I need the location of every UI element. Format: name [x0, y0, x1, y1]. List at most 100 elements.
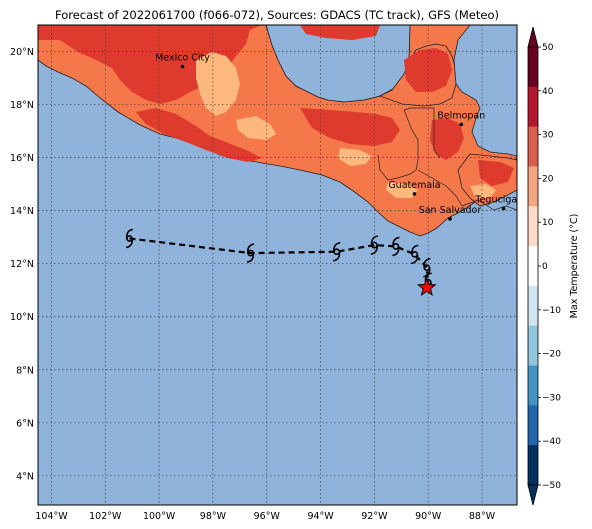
lat-tick-label: 20°N — [10, 47, 34, 58]
storm-arm-bottom — [246, 252, 255, 263]
cool-zone-oaxaca — [236, 116, 276, 140]
tropical-storm-icon — [246, 243, 255, 263]
storm-arm-bottom — [411, 254, 419, 265]
storm-arm-top — [333, 241, 341, 252]
storm-track — [125, 228, 437, 296]
colorbar-tick-label: −30 — [542, 393, 561, 403]
colorbar-band — [528, 445, 538, 486]
lat-tick-label: 6°N — [16, 418, 34, 429]
lat-tick-label: 16°N — [10, 153, 34, 164]
lat-tick-label: 10°N — [10, 312, 34, 323]
storm-arm-top — [423, 257, 431, 268]
lon-tick-label: 102°W — [89, 511, 122, 522]
lon-tick-label: 98°W — [200, 511, 227, 522]
colorbar-band — [528, 246, 538, 287]
lat-tick-label: 4°N — [16, 471, 34, 482]
colorbar-max-arrow — [527, 26, 539, 48]
colorbar-band — [528, 206, 538, 247]
latitude-ticks: 4°N 6°N 8°N 10°N 12°N 14°N 16°N 18°N 20°N — [10, 47, 34, 482]
colorbar-band — [528, 405, 538, 446]
city-dot — [180, 64, 185, 69]
map-frame — [37, 24, 518, 506]
lat-tick-label: 18°N — [10, 100, 34, 111]
storm-arm-top — [247, 243, 255, 254]
colorbar-band — [528, 285, 538, 327]
country-borders — [377, 107, 517, 211]
tropical-storm-icon — [370, 235, 379, 255]
graticule — [38, 25, 517, 505]
storm-arm-top — [411, 244, 419, 255]
tropical-storm-icon — [411, 244, 419, 265]
hot-zone-honduras — [478, 160, 514, 186]
lon-tick-label: 88°W — [469, 511, 496, 522]
lat-tick-label: 8°N — [16, 365, 34, 376]
cool-zone-honduras — [470, 184, 496, 198]
colorbar: 50 40 30 20 10 0 −10 −20 −30 −40 −50 — [527, 26, 561, 506]
colorbar-tick-label: −10 — [542, 306, 561, 316]
colorbar-band — [528, 325, 538, 366]
colorbar-tick-label: −50 — [542, 481, 561, 491]
storm-arm-bottom — [392, 246, 400, 257]
colorbar-band — [528, 47, 538, 88]
lon-tick-label: 90°W — [415, 511, 442, 522]
cool-zone-chiapas — [338, 148, 372, 166]
cool-zone-central-mexico — [196, 52, 240, 116]
tropical-storm-icon — [125, 228, 134, 249]
guatemala-belize-border — [410, 107, 441, 159]
colorbar-tick-label: 0 — [542, 262, 548, 272]
storm-arm-top — [125, 228, 134, 239]
guatemala-honduras-border — [417, 169, 463, 207]
colorbar-tick-label: 50 — [542, 43, 554, 53]
colorbar-band — [528, 126, 538, 167]
honduras-nicaragua-border — [461, 199, 517, 211]
figure-title: Forecast of 2022061700 (f066-072), Sourc… — [55, 8, 499, 22]
city-markers: Mexico City Belmopan Guatemala TegucigalpaS… — [155, 53, 531, 221]
star-icon — [416, 277, 437, 296]
lon-tick-label: 94°W — [307, 511, 334, 522]
lon-tick-label: 96°W — [254, 511, 281, 522]
colorbar-tick-label: 40 — [542, 87, 554, 97]
longitude-ticks: 104°W 102°W 100°W 98°W 96°W 94°W 92°W 90°W 88°W — [35, 511, 495, 522]
hot-zone-tabasco — [300, 108, 400, 146]
lon-tick-label: 100°W — [143, 511, 176, 522]
colorbar-tick-label: 20 — [542, 174, 554, 184]
city-dot — [459, 122, 464, 127]
storm-arm-top — [370, 235, 379, 246]
hot-zone-top — [300, 25, 380, 40]
cool-zone-guatemala — [386, 182, 418, 198]
colorbar-tick-label: −20 — [542, 350, 561, 360]
map-panel: Mexico City Belmopan Guatemala TegucigalpaS… — [38, 25, 531, 505]
lon-tick-label: 92°W — [361, 511, 388, 522]
city-label: Belmopan — [437, 110, 485, 121]
storm-arm-bottom — [125, 238, 134, 249]
colorbar-min-arrow — [527, 484, 539, 506]
city-dot — [412, 192, 417, 196]
city-label: Tegucigalpa — [474, 195, 531, 206]
colorbar-band — [528, 166, 538, 207]
colorbar-tick-label: −40 — [542, 437, 561, 447]
hot-zone-south-mexico — [136, 108, 262, 162]
mexico-guatemala-border — [377, 107, 419, 181]
lat-tick-label: 12°N — [10, 259, 34, 270]
colorbar-band — [528, 365, 538, 406]
lat-tick-label: 14°N — [10, 206, 34, 217]
city-label: Guatemala — [388, 180, 440, 191]
caribbean-water — [453, 25, 517, 157]
storm-arm-top — [392, 236, 400, 247]
colorbar-band — [528, 86, 538, 128]
city-label: Mexico City — [155, 53, 210, 64]
colorbar-label: Max Temperature (°C) — [569, 214, 580, 319]
tropical-storm-icon — [392, 236, 400, 257]
city-label: San Salvador — [419, 205, 482, 216]
land-temperature-fill — [38, 25, 517, 237]
city-dot — [501, 206, 506, 211]
hot-zone-guatemala — [430, 118, 464, 160]
colorbar-tick-label: 30 — [542, 131, 554, 141]
colorbar-tick-label: 10 — [542, 218, 554, 228]
storm-arm-bottom — [333, 251, 341, 262]
storm-arm-bottom — [370, 244, 378, 255]
lon-tick-label: 104°W — [35, 511, 68, 522]
city-dot — [448, 217, 452, 221]
tropical-storm-icon — [333, 241, 341, 262]
